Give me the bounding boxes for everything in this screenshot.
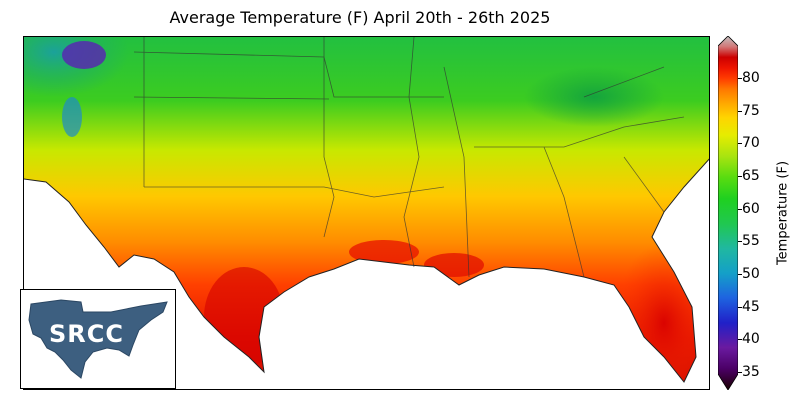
colorbar-tick-label: 50	[742, 266, 760, 282]
colorbar-tickmark	[738, 110, 742, 112]
colorbar-tickmark	[738, 78, 742, 79]
map-title: Average Temperature (F) April 20th - 26t…	[169, 8, 551, 27]
colorbar-tickmark	[738, 176, 742, 177]
colorbar-tick-label: 35	[742, 364, 760, 380]
colorbar-tickmark	[738, 306, 742, 308]
colorbar-tickmark	[738, 372, 742, 373]
colorbar-tick-label: 70	[742, 135, 760, 152]
colorbar-tick-label: 65	[742, 168, 760, 184]
logo-text: SRCC	[49, 320, 124, 348]
colorbar-tickmark	[738, 339, 742, 341]
colorbar-tick-label: 45	[742, 298, 760, 315]
colorbar-tick-label: 80	[742, 70, 760, 86]
colorbar-tickmark	[738, 208, 742, 210]
colorbar-tickmark	[738, 241, 742, 243]
colorbar-tick-label: 40	[742, 331, 760, 348]
srcc-logo: SRCC	[20, 289, 176, 389]
colorbar-tick-label: 55	[742, 233, 760, 250]
colorbar-tickmark	[738, 143, 742, 145]
colorbar-tick-label: 60	[742, 200, 760, 217]
colorbar-tickmark	[738, 274, 742, 275]
colorbar-tick-label: 75	[742, 102, 760, 119]
colorbar-label: Temperature (F)	[775, 160, 791, 266]
colorbar	[718, 36, 738, 390]
